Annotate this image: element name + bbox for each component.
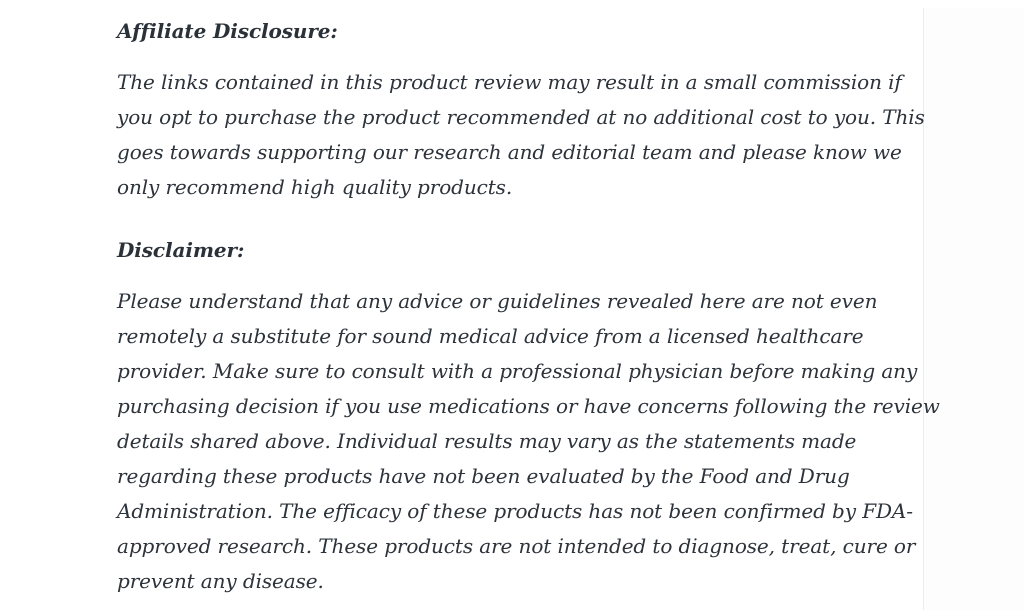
disclaimer-heading: Disclaimer:	[117, 238, 245, 262]
content-right-divider	[923, 8, 1024, 610]
disclaimer-paragraph: Please understand that any advice or gui…	[117, 289, 940, 593]
disclosure-article: Affiliate Disclosure: The links containe…	[117, 14, 977, 610]
affiliate-disclosure-heading: Affiliate Disclosure:	[117, 19, 338, 43]
affiliate-disclosure-paragraph: The links contained in this product revi…	[117, 70, 925, 199]
